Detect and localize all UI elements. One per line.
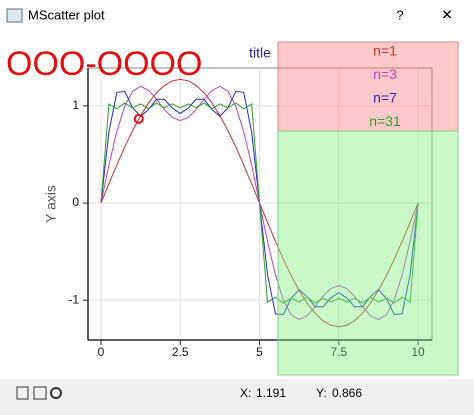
window-title: MScatter plot <box>28 7 105 22</box>
save-icon[interactable] <box>33 386 47 400</box>
y-status-label: Y: <box>316 386 327 400</box>
x-tick-label: 7.5 <box>330 345 347 359</box>
y-tick-label: -1 <box>68 292 79 306</box>
y-tick-label: 0 <box>72 195 79 209</box>
x-tick-label: 10 <box>411 345 425 359</box>
plot: 0 2.5 5 7.5 10 -1 0 1 title Y axis OOO-OOOO n=1 n=3 n… <box>6 41 459 376</box>
overlay-text: OOO-OOOO <box>6 45 202 83</box>
legend-label: n=31 <box>369 113 401 129</box>
close-button[interactable]: ✕ <box>441 7 453 23</box>
y-status-value: 0.866 <box>332 386 362 400</box>
settings-icon[interactable] <box>50 387 62 399</box>
x-tick-label: 5 <box>256 345 263 359</box>
x-status-label: X: <box>240 386 251 400</box>
y-tick-label: 1 <box>72 98 79 112</box>
cursor-marker <box>133 113 144 124</box>
help-button[interactable]: ? <box>396 7 403 22</box>
x-status-value: 1.191 <box>256 386 286 400</box>
status-bar <box>0 379 474 415</box>
x-tick-label: 2.5 <box>172 345 189 359</box>
chart-title: title <box>249 45 271 61</box>
legend-box <box>277 41 459 132</box>
y-axis-label: Y axis <box>43 185 59 223</box>
annotation-region <box>277 130 459 376</box>
app-icon <box>6 8 23 23</box>
legend-label: n=7 <box>373 90 397 106</box>
export-icon[interactable] <box>16 386 29 400</box>
series-line <box>100 102 419 304</box>
x-tick-label: 0 <box>98 345 105 359</box>
title-bar <box>0 0 474 32</box>
legend-label: n=1 <box>373 43 397 59</box>
legend-label: n=3 <box>373 66 397 82</box>
